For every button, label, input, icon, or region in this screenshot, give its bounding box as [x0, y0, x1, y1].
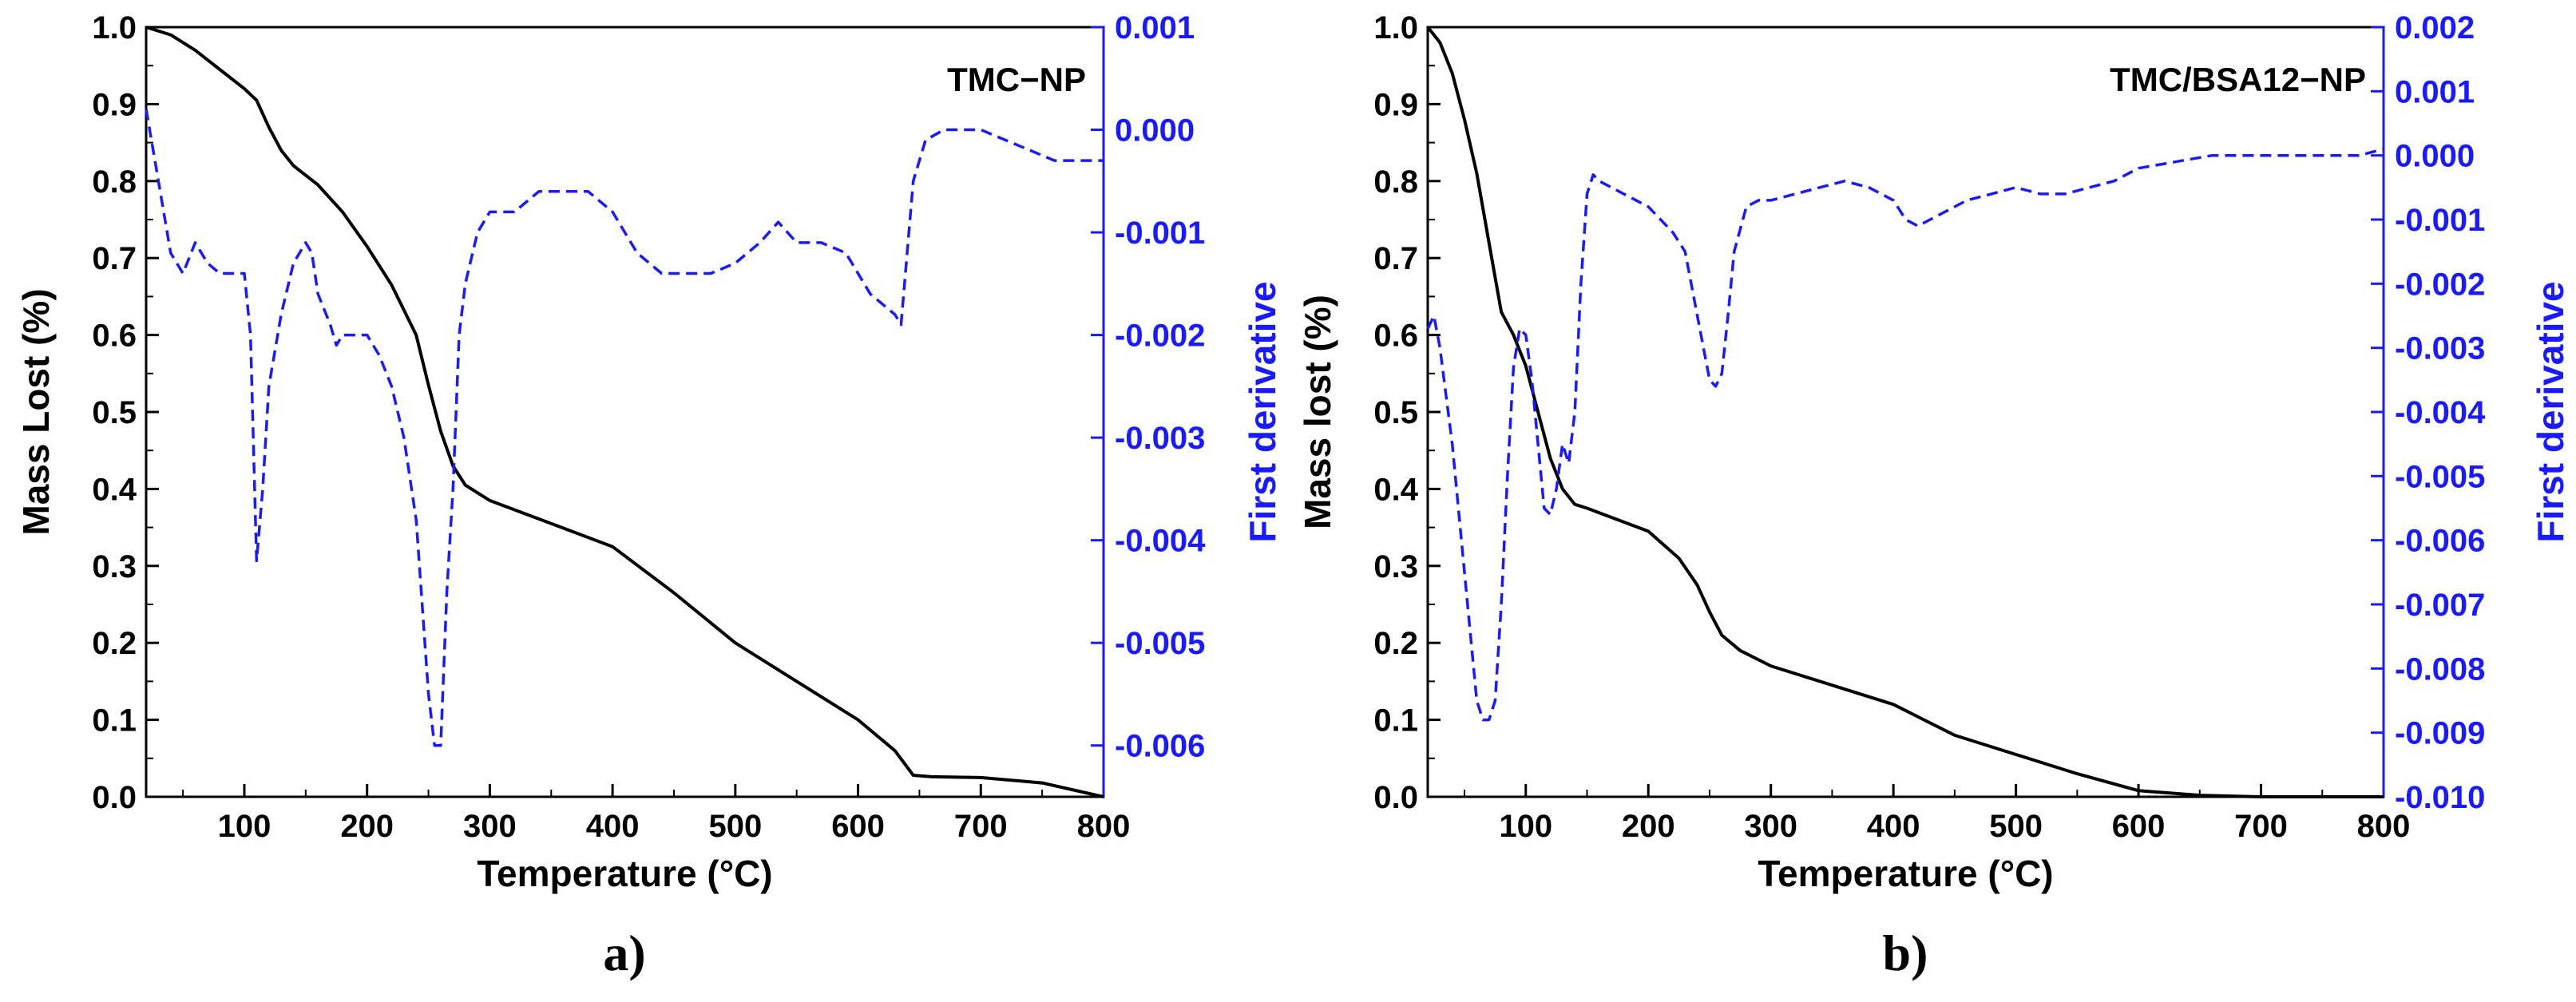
- mass-loss-line: [145, 26, 1104, 798]
- y-tick-label: 0.8: [92, 164, 137, 200]
- x-tick-label: 700: [954, 809, 1008, 844]
- x-tick-label: 800: [1077, 809, 1131, 844]
- y-tick-label: 0.0: [92, 780, 137, 815]
- x-tick-label: 200: [340, 809, 394, 844]
- y-tick-label: 0.5: [92, 395, 137, 430]
- y-tick-label: 0.3: [92, 549, 137, 584]
- x-tick-label: 400: [1867, 809, 1920, 844]
- y-tick-label: 0.9: [92, 87, 137, 122]
- plot-frame: [1426, 26, 2385, 798]
- y2-tick-label: -0.004: [2395, 395, 2486, 430]
- y-axis-title: Mass lost (%): [1297, 295, 1338, 529]
- panel-a: 100 200 300 400 500 600 700 800 0.0 0.1 0.2 0.3 0.4 0…: [15, 10, 1283, 981]
- plot-title: TMC−NP: [947, 61, 1086, 98]
- panel-b: 100 200 300 400 500 600 700 800 0.0 0.1 0.2 0.3 0.4 0…: [1297, 10, 2571, 981]
- y-tick-label: 0.5: [1373, 395, 1418, 430]
- x-tick-label: 300: [463, 809, 517, 844]
- y2-axis-title: First derivative: [2530, 281, 2571, 542]
- plot-frame: [145, 26, 1105, 798]
- y2-tick-label: -0.002: [2395, 267, 2485, 302]
- x-tick-label: 500: [1989, 809, 2043, 844]
- y2-tick-label: -0.005: [1115, 626, 1205, 661]
- x-tick-label: 500: [708, 809, 762, 844]
- x-tick-label: 600: [831, 809, 885, 844]
- y-axis-title: Mass Lost (%): [15, 288, 57, 535]
- x-tick-label: 600: [2112, 809, 2166, 844]
- y-tick-label: 0.3: [1373, 549, 1418, 584]
- y-tick-label: 0.4: [92, 472, 137, 507]
- y2-tick-label: -0.010: [2395, 780, 2485, 815]
- y2-tick-label: 0.000: [1115, 113, 1195, 149]
- x-tick-label: 800: [2357, 809, 2411, 844]
- y-tick-label: 1.0: [92, 10, 137, 46]
- x-tick-label: 100: [1499, 809, 1552, 844]
- y2-tick-label: -0.003: [1115, 421, 1205, 456]
- x-tick-label: 700: [2234, 809, 2288, 844]
- y-tick-label: 0.6: [1373, 319, 1418, 354]
- x-axis-title: Temperature (°C): [1758, 853, 2053, 894]
- panel-label: b): [1883, 925, 1928, 981]
- y-tick-label: 0.4: [1373, 472, 1418, 507]
- y-tick-label: 0.2: [1373, 626, 1418, 661]
- y2-tick-label: -0.005: [2395, 459, 2485, 494]
- y2-tick-label: -0.006: [2395, 524, 2485, 559]
- derivative-line: [145, 109, 1104, 747]
- y2-tick-label: 0.002: [2395, 10, 2475, 46]
- x-tick-label: 200: [1622, 809, 1675, 844]
- y2-tick-label: -0.002: [1115, 319, 1205, 354]
- y-tick-label: 0.7: [92, 241, 137, 276]
- y-tick-label: 0.9: [1373, 87, 1418, 122]
- y-tick-label: 0.8: [1373, 164, 1418, 200]
- y-tick-label: 0.1: [1373, 703, 1418, 739]
- y2-tick-label: 0.000: [2395, 139, 2475, 174]
- x-axis-title: Temperature (°C): [477, 853, 772, 894]
- derivative-line: [1426, 147, 2384, 722]
- y2-tick-label: -0.006: [1115, 729, 1205, 764]
- y2-tick-label: -0.008: [2395, 651, 2485, 687]
- y2-tick-label: 0.001: [1115, 10, 1195, 46]
- y-tick-label: 0.2: [92, 626, 137, 661]
- plot-title: TMC/BSA12−NP: [2110, 61, 2366, 98]
- y2-tick-label: -0.004: [1115, 524, 1206, 559]
- y2-tick-label: -0.003: [2395, 331, 2485, 366]
- y2-tick-label: 0.001: [2395, 74, 2475, 109]
- y2-tick-label: -0.007: [2395, 588, 2485, 623]
- x-tick-label: 100: [218, 809, 271, 844]
- mass-loss-line: [1426, 26, 2384, 798]
- x-tick-label: 400: [586, 809, 640, 844]
- panel-label: a): [603, 925, 645, 981]
- x-tick-label: 300: [1744, 809, 1797, 844]
- y2-axis-title: First derivative: [1242, 281, 1283, 542]
- y2-tick-label: -0.001: [2395, 203, 2485, 238]
- y-tick-label: 0.1: [92, 703, 137, 739]
- y2-tick-label: -0.001: [1115, 216, 1205, 251]
- y-tick-label: 0.0: [1373, 780, 1418, 815]
- y-tick-label: 1.0: [1373, 10, 1418, 46]
- y2-tick-label: -0.009: [2395, 716, 2485, 751]
- y-tick-label: 0.7: [1373, 241, 1418, 276]
- y-tick-label: 0.6: [92, 319, 137, 354]
